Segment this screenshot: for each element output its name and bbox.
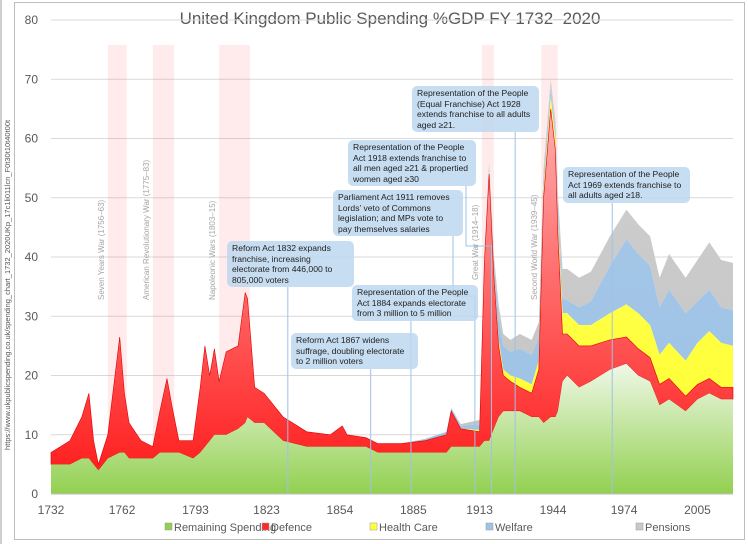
legend-swatch bbox=[635, 522, 644, 531]
x-tick-label: 1793 bbox=[182, 503, 209, 517]
left-edge bbox=[0, 0, 2, 544]
x-tick-label: 1854 bbox=[327, 503, 354, 517]
legend-swatch bbox=[164, 522, 173, 531]
legend-label: Remaining Spending bbox=[174, 522, 276, 534]
x-tick-label: 1944 bbox=[540, 503, 567, 517]
x-tick-label: 1885 bbox=[400, 503, 427, 517]
legend-swatch bbox=[261, 522, 270, 531]
war-band bbox=[152, 45, 175, 494]
annotation-1867: Reform Act 1867 widens suffrage, doublin… bbox=[291, 333, 418, 369]
annotation-1969: Representation of the People Act 1969 ex… bbox=[563, 167, 690, 203]
x-tick-label: 1974 bbox=[611, 503, 638, 517]
annotation-1832: Reform Act 1832 expands franchise, incre… bbox=[227, 241, 354, 287]
annotation-1911: Parliament Act 1911 removes Lords’ veto … bbox=[333, 190, 463, 236]
war-label: Seven Years War (1756–63) bbox=[97, 199, 106, 300]
y-tick-label: 0 bbox=[31, 487, 38, 501]
x-tick-label: 1913 bbox=[466, 503, 493, 517]
y-tick-label: 40 bbox=[25, 250, 39, 264]
x-tick-label: 1762 bbox=[109, 503, 136, 517]
y-tick-label: 80 bbox=[25, 13, 39, 27]
y-tick-label: 60 bbox=[25, 132, 39, 146]
x-tick-label: 1732 bbox=[38, 503, 65, 517]
annotation-1918: Representation of the People Act 1918 ex… bbox=[348, 140, 476, 186]
war-label: Great War (1914–18) bbox=[471, 204, 480, 280]
chart-title: United Kingdom Public Spending %GDP FY 1… bbox=[180, 9, 601, 28]
area-remaining-spending bbox=[51, 363, 733, 494]
y-tick-label: 30 bbox=[25, 309, 39, 323]
legend-label: Welfare bbox=[495, 522, 533, 534]
war-label: Second World War (1939–45) bbox=[530, 194, 539, 300]
legend-swatch bbox=[369, 522, 378, 531]
annotation-1884: Representation of the People Act 1884 ex… bbox=[352, 285, 478, 321]
y-tick-label: 20 bbox=[25, 369, 39, 383]
legend-swatch bbox=[485, 522, 494, 531]
chart-frame bbox=[14, 2, 745, 540]
legend-label: Defence bbox=[271, 522, 312, 534]
war-label: Napoleonic Wars (1803–15) bbox=[208, 200, 217, 300]
legend-label: Health Care bbox=[379, 522, 438, 534]
war-label: American Revolutionary War (1775–83) bbox=[142, 159, 151, 300]
source-url: https://www.ukpublicspending.co.uk/spend… bbox=[3, 119, 12, 450]
x-tick-label: 1823 bbox=[253, 503, 280, 517]
y-tick-label: 50 bbox=[25, 191, 39, 205]
annotation-1928: Representation of the People (Equal Fran… bbox=[412, 86, 539, 132]
y-tick-label: 70 bbox=[25, 72, 39, 86]
y-tick-label: 10 bbox=[25, 428, 39, 442]
legend-label: Pensions bbox=[645, 522, 691, 534]
annotation-connector bbox=[465, 186, 492, 494]
area-pensions bbox=[51, 79, 733, 465]
x-tick-label: 2005 bbox=[684, 503, 711, 517]
